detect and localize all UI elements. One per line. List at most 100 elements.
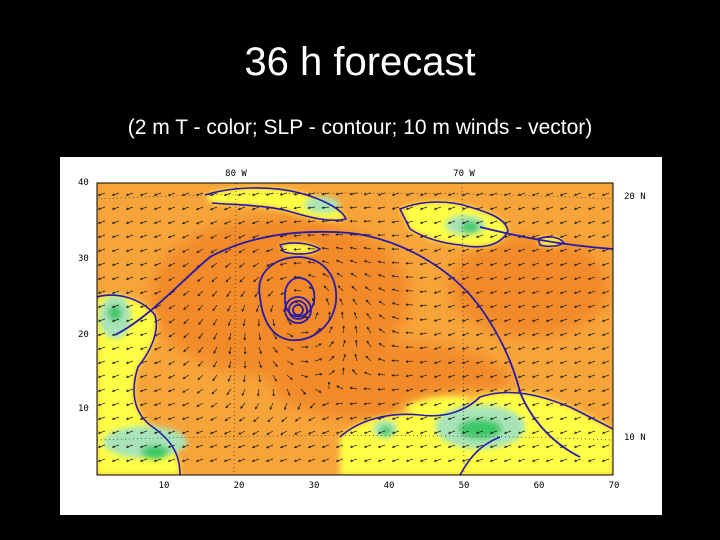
- wind-vector: [559, 416, 568, 420]
- wind-vector: [531, 304, 540, 308]
- south-america-coastline: [339, 391, 613, 438]
- wind-vector: [587, 346, 596, 350]
- wind-vector: [447, 416, 456, 420]
- wind-vector: [307, 274, 316, 278]
- wind-vector: [489, 248, 498, 252]
- wind-vector: [183, 318, 190, 325]
- wind-vector: [405, 206, 414, 210]
- wind-vector: [340, 311, 344, 320]
- wind-vector: [294, 430, 302, 435]
- wind-vector: [153, 276, 162, 281]
- wind-vector: [391, 388, 400, 392]
- wind-vector: [300, 374, 309, 378]
- wind-vector: [237, 458, 246, 462]
- wind-vector: [183, 304, 190, 310]
- wind-vector: [545, 332, 554, 336]
- wind-vector: [111, 276, 120, 280]
- wind-vector: [253, 276, 260, 283]
- wind-vector: [531, 318, 540, 322]
- wind-vector: [253, 416, 260, 423]
- wind-vector: [111, 374, 120, 378]
- wind-vector: [111, 290, 120, 294]
- bottom-tick-label: 60: [534, 481, 545, 491]
- wind-vector: [531, 206, 540, 210]
- wind-vector: [503, 248, 512, 252]
- wind-vector: [182, 360, 190, 366]
- wind-vector: [167, 388, 176, 393]
- wind-vector: [378, 300, 386, 306]
- wind-vector: [545, 360, 554, 364]
- wind-vector: [391, 416, 400, 420]
- wind-vector: [489, 360, 498, 364]
- wind-vector: [111, 248, 120, 252]
- wind-vector: [181, 416, 190, 420]
- wind-vector: [447, 444, 456, 448]
- wind-vector: [139, 346, 148, 350]
- wind-vector: [293, 234, 302, 238]
- wind-vector: [503, 290, 512, 294]
- wind-vector: [272, 346, 278, 354]
- wind-vector: [573, 374, 582, 378]
- wind-vector: [405, 234, 414, 238]
- slp-contours: [114, 226, 613, 458]
- graticule: [97, 183, 613, 475]
- wind-vector: [224, 416, 232, 422]
- wind-vector: [433, 360, 442, 364]
- wind-vector: [601, 360, 610, 364]
- wind-vector: [286, 318, 292, 326]
- wind-vector: [181, 206, 190, 210]
- wind-vector: [419, 346, 428, 350]
- wind-vector: [237, 206, 246, 211]
- wind-vector: [195, 416, 204, 421]
- wind-vector: [182, 388, 190, 393]
- wind-vector: [213, 318, 218, 326]
- wind-vector: [573, 318, 582, 322]
- wind-vector: [258, 332, 262, 341]
- wind-vector: [300, 360, 309, 363]
- wind-vector: [139, 206, 148, 210]
- wind-vector: [489, 402, 498, 406]
- wind-vector: [461, 388, 470, 392]
- wind-vector: [238, 430, 246, 435]
- cold-spot-venezuela: [380, 426, 392, 436]
- wind-vector: [433, 430, 442, 434]
- wind-vector: [433, 276, 442, 280]
- wind-vector: [573, 360, 582, 364]
- wind-vector: [281, 416, 288, 423]
- wind-vector: [587, 206, 596, 210]
- wind-vector: [391, 288, 400, 292]
- wind-vector: [559, 458, 568, 462]
- wind-vector: [139, 234, 148, 238]
- wind-vector: [587, 430, 596, 434]
- wind-vector: [153, 388, 162, 392]
- wind-vector: [97, 220, 106, 224]
- wind-vector: [531, 430, 540, 434]
- wind-vector: [167, 430, 176, 434]
- wind-vector: [323, 285, 330, 292]
- wind-vector: [587, 248, 596, 252]
- wind-vector: [433, 234, 442, 238]
- wind-vector: [258, 346, 262, 355]
- wind-vector: [419, 402, 428, 406]
- wind-vector: [223, 444, 232, 448]
- wind-vector: [198, 318, 204, 326]
- slp-contour-east: [479, 226, 613, 250]
- wind-vector: [545, 346, 554, 350]
- wind-vector: [125, 248, 134, 252]
- wind-vector: [517, 444, 526, 448]
- wind-vector: [111, 318, 120, 322]
- wind-vector: [475, 444, 484, 448]
- wind-vector: [300, 388, 306, 395]
- wind-vector: [366, 340, 372, 348]
- cold-spot-hispaniola: [461, 221, 479, 233]
- top-lon-label-70w: 70 W: [453, 169, 475, 179]
- wind-vector: [601, 388, 610, 392]
- wind-vector: [419, 388, 428, 392]
- wind-vector: [211, 388, 218, 395]
- wind-vector: [419, 192, 428, 196]
- wind-vector: [461, 262, 470, 266]
- wind-vector: [97, 262, 106, 266]
- wind-vector: [307, 458, 316, 462]
- wind-vector: [349, 416, 358, 420]
- wind-vector: [321, 458, 330, 462]
